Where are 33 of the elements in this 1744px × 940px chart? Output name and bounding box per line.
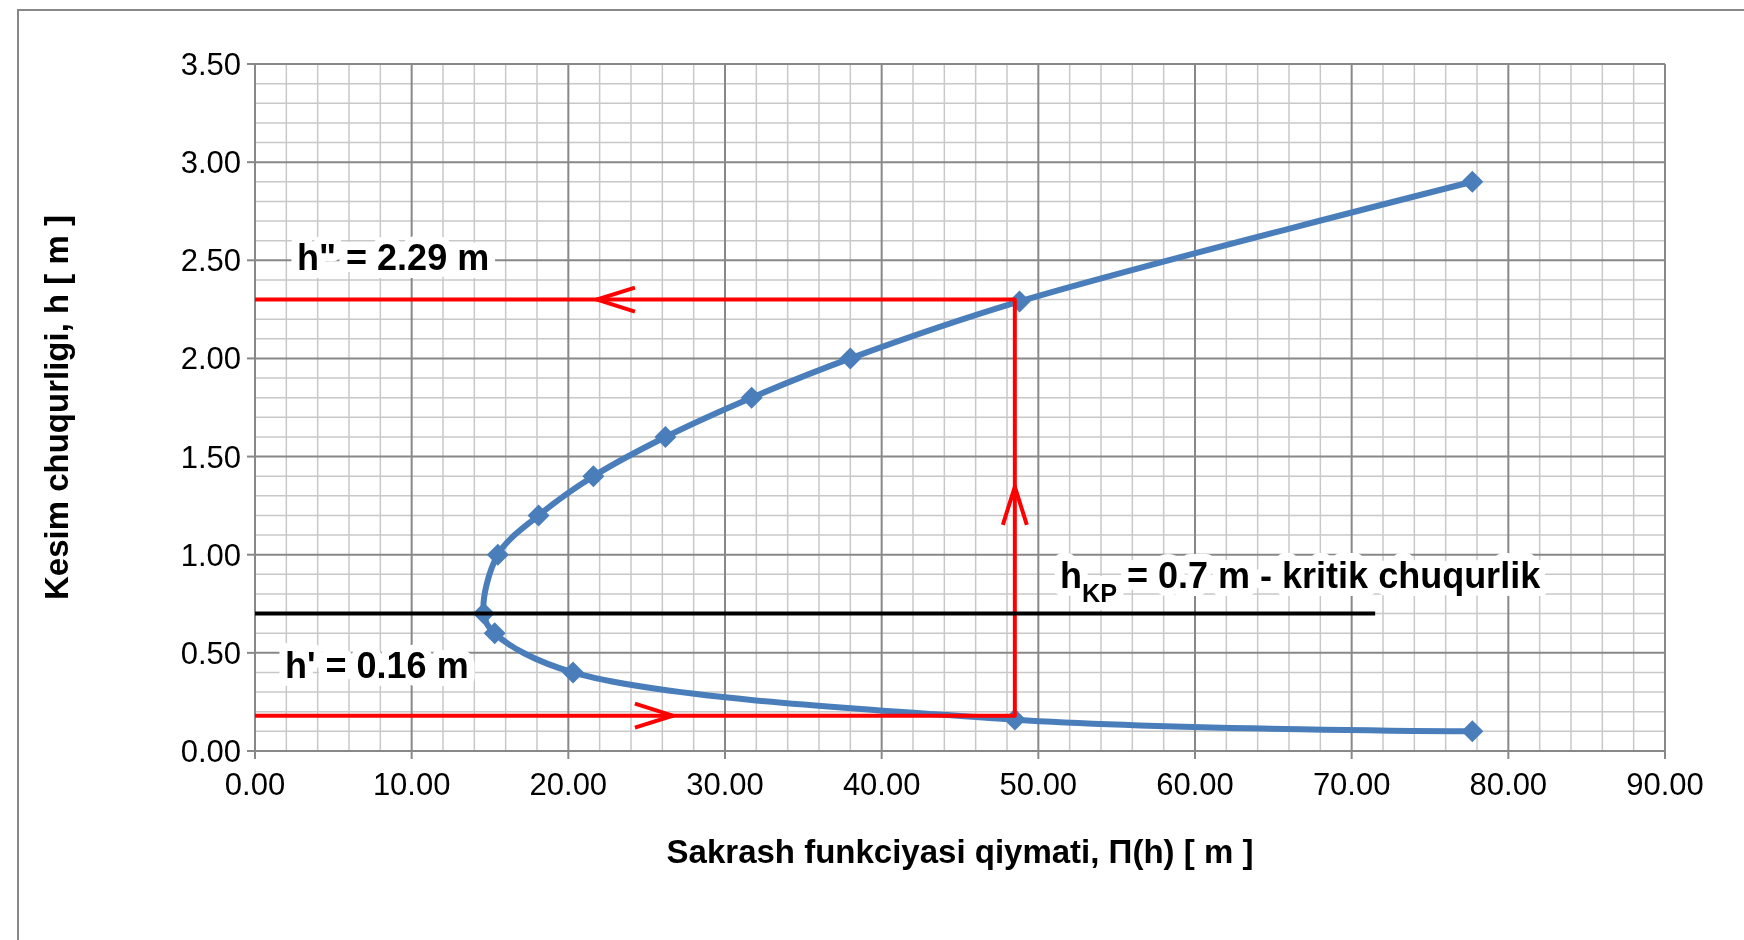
y-tick-label: 3.00 [180,145,241,181]
point [582,465,605,488]
y-tick-label: 2.50 [180,243,241,279]
x-axis-title: Sakrash funkciyasi qiymati, Π(h) [ m ] [666,833,1254,870]
annotation: h' = 0.16 m [285,645,469,686]
x-tick-label: 40.00 [842,767,921,802]
point [527,504,550,527]
point [562,661,585,684]
point [654,425,677,448]
annotation: h$_{KP}$ = 0.7 m - kritik chuqurlik [1060,555,1542,607]
point [1461,170,1484,193]
y-tick-label: 0.50 [180,635,241,671]
x-tick-label: 70.00 [1312,767,1391,802]
x-tick-label: 0.00 [224,767,286,802]
x-tick-label: 90.00 [1626,767,1704,802]
y-axis-title: Kesim chuqurligi, h [ m ] [38,214,75,601]
x-tick-label: 50.00 [999,767,1078,802]
y-tick-label: 2.00 [180,341,241,377]
y-tick-label: 0.00 [180,734,241,769]
y-tick-label: 3.50 [180,47,241,82]
x-tick-label: 80.00 [1469,767,1548,802]
point [740,386,763,409]
point [483,622,506,645]
y-tick-label: 1.50 [180,439,241,475]
x-tick-label: 20.00 [529,767,608,802]
x-tick-label: 30.00 [686,767,764,802]
y-tick-label: 1.00 [180,537,241,573]
annotation: h" = 2.29 m [297,237,490,278]
point [1461,720,1484,743]
x-tick-label: 60.00 [1156,767,1234,802]
x-tick-label: 10.00 [372,767,451,802]
point [839,347,862,370]
point [486,543,509,566]
